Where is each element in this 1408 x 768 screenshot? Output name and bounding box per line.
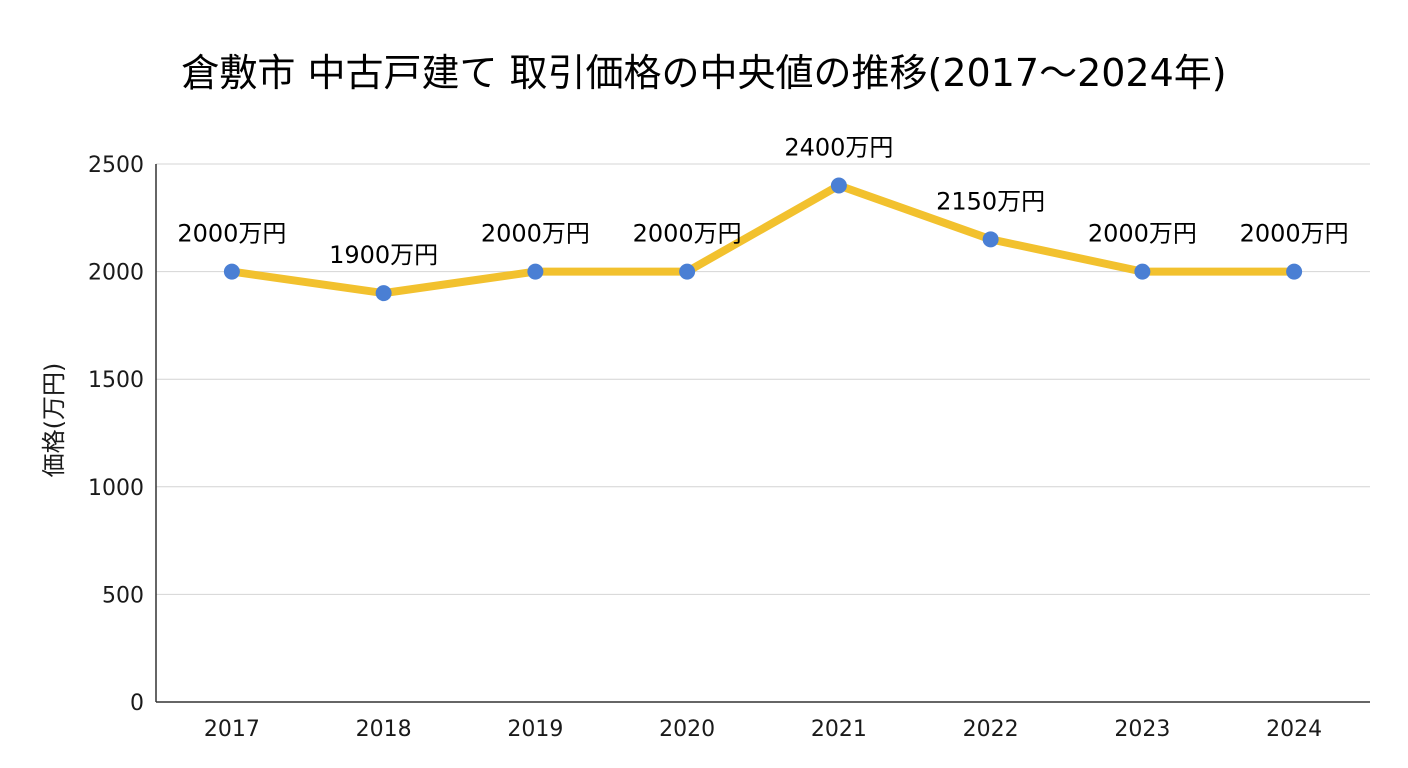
y-tick-label: 1000: [88, 476, 144, 501]
data-point-2022: [982, 231, 999, 248]
x-tick-labels: 2017 2018 2019 2020 2021 2022 2023 2024: [204, 717, 1322, 742]
data-label-2021: 2400万円: [784, 134, 893, 162]
data-point-2019: [527, 263, 544, 280]
data-point-2023: [1134, 263, 1151, 280]
data-label-2019: 2000万円: [481, 220, 590, 248]
data-point-2024: [1286, 263, 1303, 280]
x-tick-label: 2020: [659, 717, 715, 742]
y-axis-label: 価格(万円): [40, 363, 68, 478]
y-tick-label: 0: [130, 691, 144, 716]
data-label-2020: 2000万円: [633, 220, 742, 248]
data-point-2017: [223, 263, 240, 280]
data-label-2017: 2000万円: [177, 220, 286, 248]
y-tick-label: 2000: [88, 261, 144, 286]
y-tick-label: 500: [102, 583, 144, 608]
data-label-2018: 1900万円: [329, 241, 438, 269]
y-tick-labels: 0 500 1000 1500 2000 2500: [88, 153, 144, 716]
data-label-2024: 2000万円: [1240, 220, 1349, 248]
x-tick-label: 2024: [1266, 717, 1322, 742]
y-tick-label: 1500: [88, 368, 144, 393]
data-series: [227, 181, 1299, 298]
data-point-2018: [375, 285, 392, 302]
data-label-2023: 2000万円: [1088, 220, 1197, 248]
data-point-2021: [830, 177, 847, 194]
x-tick-label: 2022: [963, 717, 1019, 742]
data-markers: [223, 177, 1303, 302]
data-labels: 2000万円 1900万円 2000万円 2000万円 2400万円 2150万円 2000…: [177, 134, 1348, 270]
x-tick-label: 2023: [1114, 717, 1170, 742]
x-tick-label: 2017: [204, 717, 260, 742]
axes: [155, 164, 1370, 703]
data-label-2022: 2150万円: [936, 187, 1045, 215]
x-tick-label: 2021: [811, 717, 867, 742]
series-line: [227, 181, 1299, 298]
y-tick-label: 2500: [88, 153, 144, 178]
chart-title: 倉敷市 中古戸建て 取引価格の中央値の推移(2017〜2024年): [181, 51, 1226, 95]
data-point-2020: [679, 263, 696, 280]
x-tick-label: 2019: [507, 717, 563, 742]
x-tick-label: 2018: [356, 717, 412, 742]
